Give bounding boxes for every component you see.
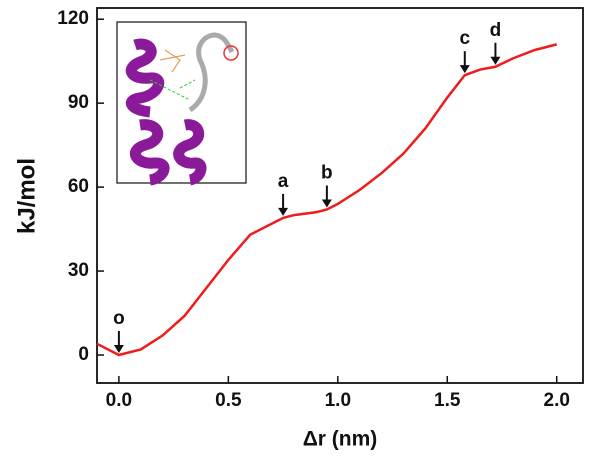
annotation-label: o [113, 308, 125, 329]
y-tick-label: 60 [68, 176, 89, 197]
annotation-label: a [278, 171, 289, 192]
x-tick-label: 1.0 [325, 390, 351, 411]
y-axis-label: kJ/mol [13, 158, 40, 234]
y-tick-label: 120 [57, 8, 89, 29]
y-tick-label: 0 [78, 344, 89, 365]
annotation-arrowhead [321, 199, 332, 208]
x-tick-label: 1.5 [434, 390, 461, 411]
x-tick-label: 0.0 [106, 390, 132, 411]
annotation-arrowhead [278, 207, 289, 216]
annotation-label: b [321, 163, 333, 184]
annotation-arrowhead [113, 345, 124, 354]
x-axis-label: Δr (nm) [303, 428, 378, 451]
inset [116, 21, 247, 186]
annotation-arrowhead [459, 65, 470, 74]
x-tick-label: 2.0 [544, 390, 570, 411]
x-tick-label: 0.5 [215, 390, 242, 411]
plot-frame [96, 7, 584, 384]
data-line [96, 43, 558, 357]
y-tick-label: 90 [68, 92, 89, 113]
annotation-label: c [459, 28, 470, 49]
annotation-label: d [490, 20, 502, 41]
y-tick-label: 30 [68, 260, 89, 281]
annotation-arrowhead [490, 56, 501, 65]
